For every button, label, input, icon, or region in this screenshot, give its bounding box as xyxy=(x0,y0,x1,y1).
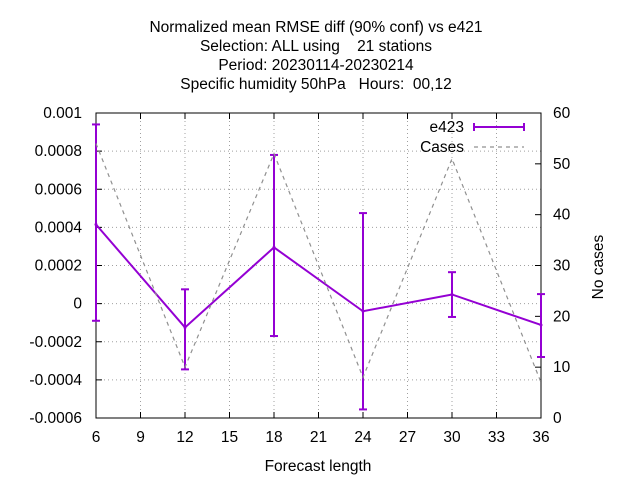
data-point xyxy=(183,325,187,329)
chart-title: Normalized mean RMSE diff (90% conf) vs … xyxy=(149,19,482,93)
y2-axis-label: No cases xyxy=(590,234,607,299)
title-line: Specific humidity 50hPa Hours: 00,12 xyxy=(180,76,451,93)
x-axis: 6 9 12 15 18 21 24 27 30 33 36 xyxy=(92,113,550,446)
x-tick-label: 12 xyxy=(176,429,193,446)
series-line-cases xyxy=(95,143,542,383)
y2-tick-label: 40 xyxy=(553,207,571,224)
y2-tick-label: 30 xyxy=(553,258,571,275)
y-tick-label: 0.001 xyxy=(43,105,82,122)
data-point xyxy=(94,223,98,227)
y-tick-label: 0 xyxy=(73,296,82,313)
y2-tick-label: 10 xyxy=(553,359,571,376)
x-tick-label: 18 xyxy=(265,429,282,446)
x-tick-label: 24 xyxy=(354,429,372,446)
y-tick-label: 0.0006 xyxy=(35,181,82,198)
title-line: Selection: ALL using 21 stations xyxy=(200,38,432,55)
x-tick-label: 30 xyxy=(443,429,461,446)
x-axis-label: Forecast length xyxy=(265,458,372,475)
y-tick-label: -0.0002 xyxy=(29,334,82,351)
y-tick-label: 0.0008 xyxy=(35,143,82,160)
y2-tick-label: 50 xyxy=(553,156,571,173)
x-tick-label: 27 xyxy=(399,429,416,446)
y2-tick-label: 20 xyxy=(553,308,571,325)
y-tick-label: -0.0006 xyxy=(29,410,82,427)
y2-tick-label: 0 xyxy=(553,410,562,427)
legend: e423 Cases xyxy=(420,119,525,156)
y-tick-label: 0.0002 xyxy=(35,258,82,275)
x-tick-label: 9 xyxy=(136,429,145,446)
y-tick-label: -0.0004 xyxy=(29,372,82,389)
x-tick-label: 21 xyxy=(310,429,327,446)
x-tick-label: 6 xyxy=(92,429,101,446)
legend-label: Cases xyxy=(420,139,464,156)
x-tick-label: 36 xyxy=(532,429,549,446)
data-point xyxy=(539,323,543,327)
y-tick-label: 0.0004 xyxy=(35,219,83,236)
data-point xyxy=(272,245,276,249)
y-axis-right: 0 10 20 30 40 50 60 xyxy=(535,105,571,427)
y-axis-left: -0.0006 -0.0004 -0.0002 0 0.0002 0.0004 0.0006… xyxy=(29,105,102,427)
title-line: Normalized mean RMSE diff (90% conf) vs … xyxy=(149,19,482,36)
y2-tick-label: 60 xyxy=(553,105,571,122)
x-tick-label: 15 xyxy=(221,429,238,446)
series xyxy=(92,123,545,411)
data-point xyxy=(450,292,454,296)
series-line-e423 xyxy=(95,223,542,329)
legend-label: e423 xyxy=(430,119,464,136)
data-point xyxy=(361,309,365,313)
x-tick-label: 33 xyxy=(488,429,505,446)
title-line: Period: 20230114-20230214 xyxy=(218,57,414,74)
